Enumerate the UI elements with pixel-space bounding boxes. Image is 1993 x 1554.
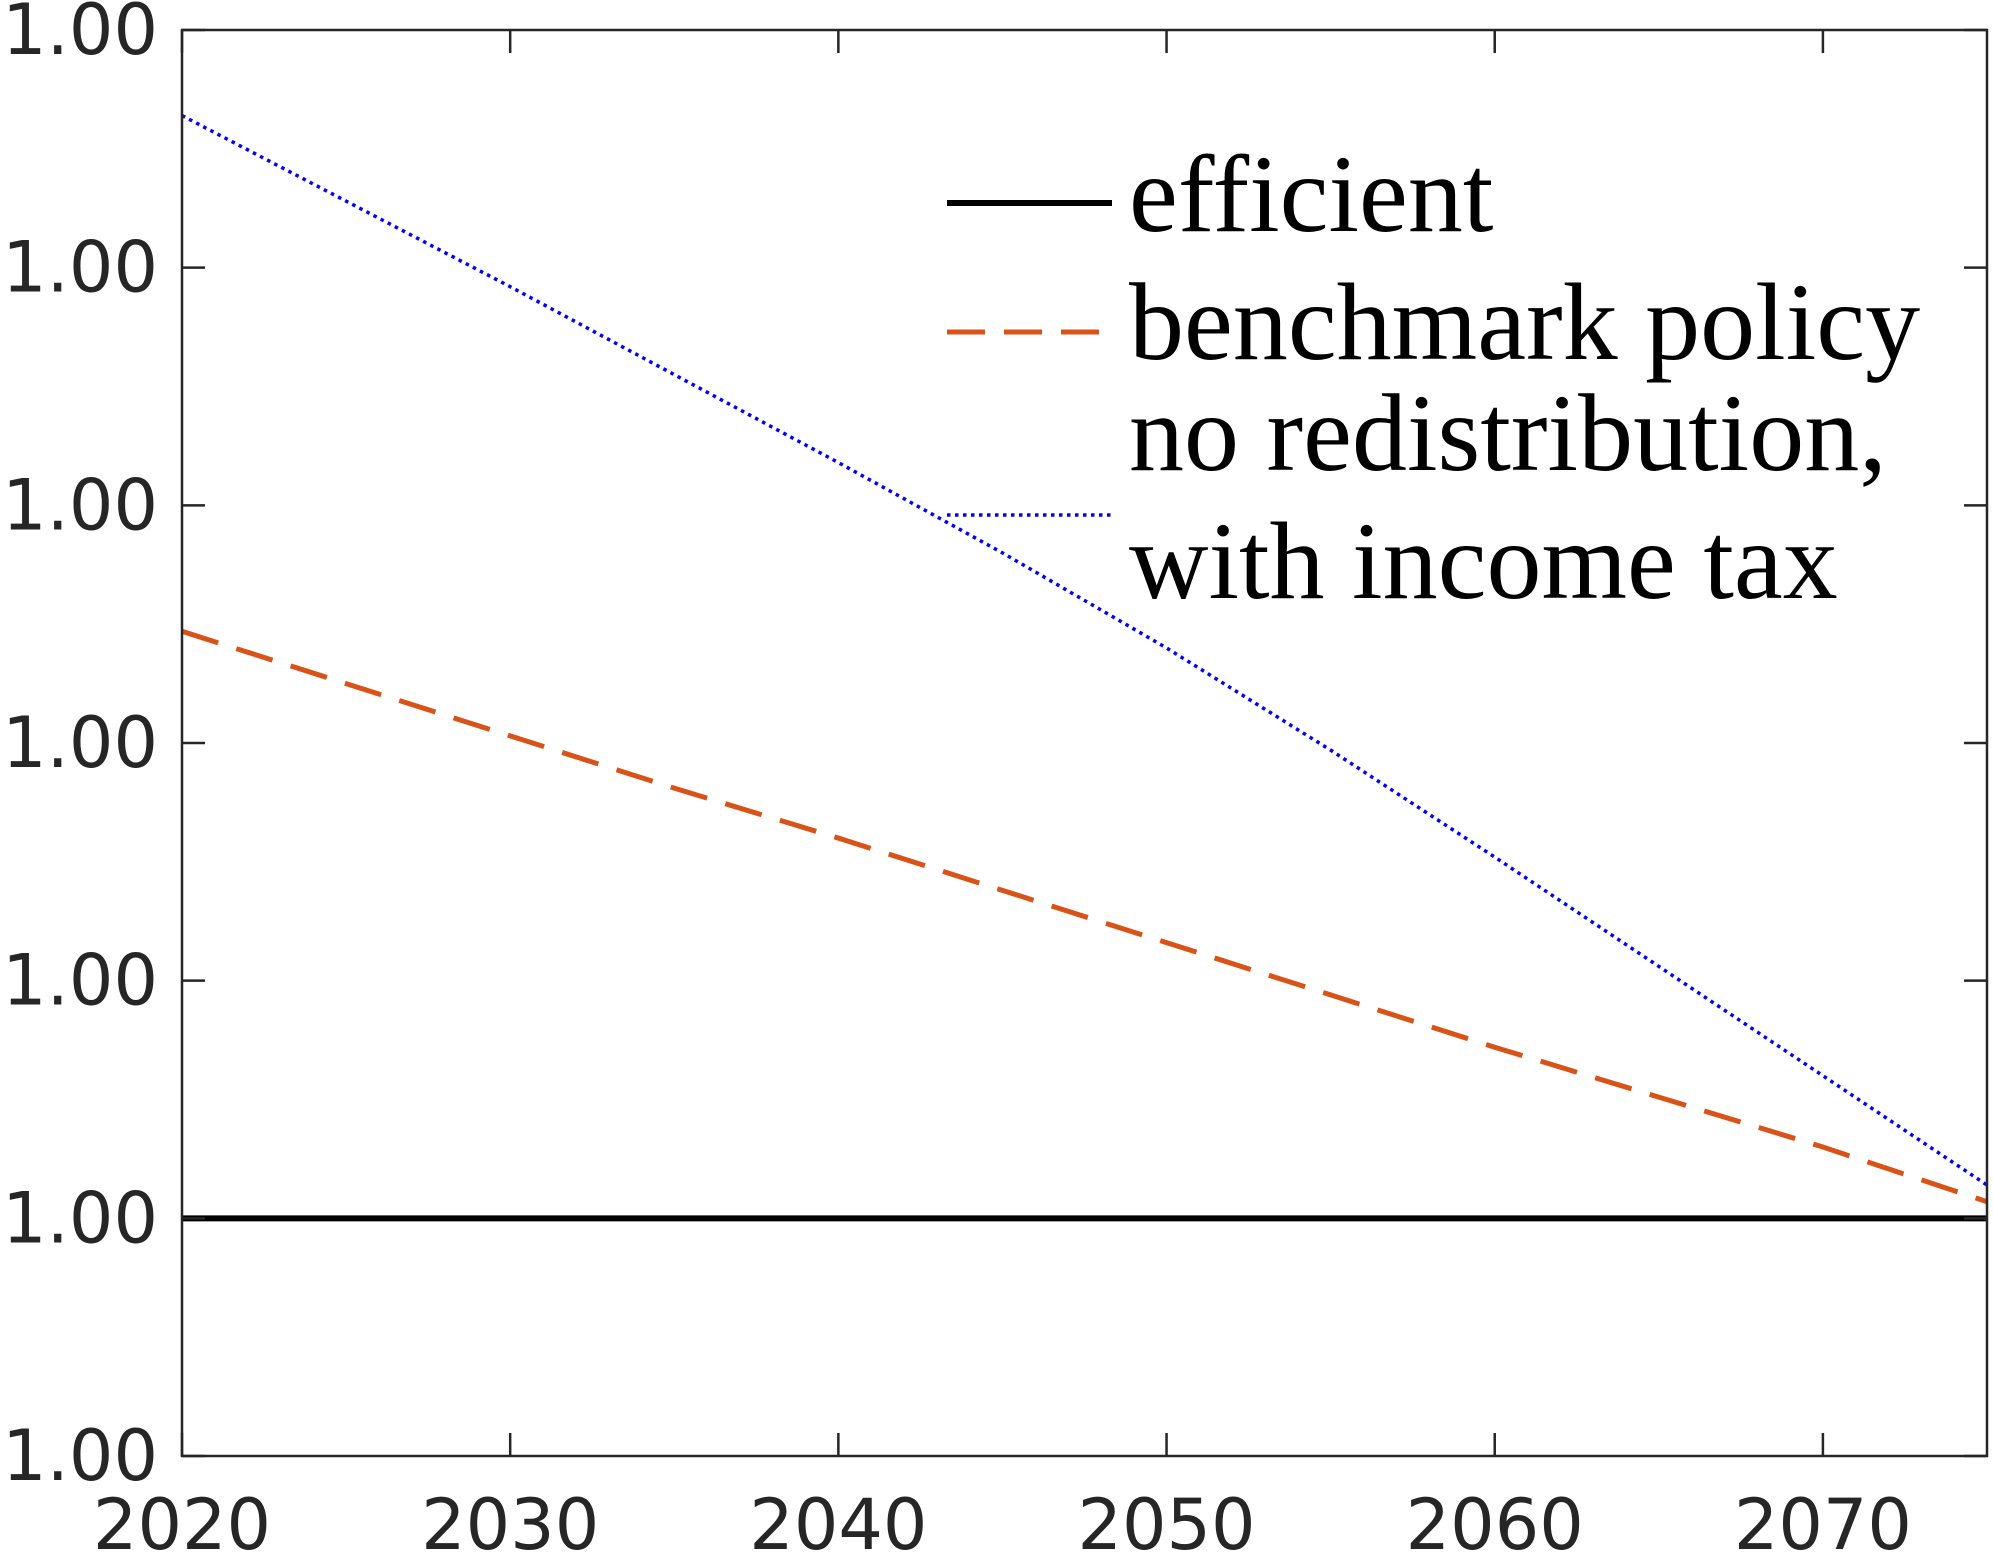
x-tick-label: 2030 — [421, 1484, 599, 1554]
y-tick-label: 1.00 — [2, 940, 158, 1022]
x-tick-label: 2060 — [1406, 1484, 1584, 1554]
series-group — [181, 114, 1988, 1222]
x-tick-label: 2020 — [93, 1484, 271, 1554]
axes-frame — [180, 28, 1989, 1458]
x-tick-label: 2070 — [1734, 1484, 1912, 1554]
x-tick-label: 2040 — [749, 1484, 927, 1554]
y-tick-label: 1.00 — [2, 0, 158, 71]
legend-label-efficient: efficient — [1129, 133, 1494, 255]
y-tick-label: 1.00 — [2, 1415, 158, 1497]
y-tick-label: 1.00 — [2, 464, 158, 546]
y-tick-label: 1.00 — [2, 1177, 158, 1259]
legend-label-benchmark-policy: benchmark policy — [1129, 261, 1921, 383]
legend-samples — [947, 200, 1112, 517]
y-tick-label: 1.00 — [2, 702, 158, 784]
legend-label-no-redistribution: no redistribution, with income tax — [1129, 372, 1887, 622]
y-axis: 1.00 1.00 1.00 1.00 1.00 1.00 1.00 — [2, 0, 1987, 1497]
x-tick-label: 2050 — [1077, 1484, 1255, 1554]
x-axis: 2020 2030 2040 2050 2060 2070 — [93, 30, 1912, 1554]
series-line-no-redistribution — [181, 114, 1988, 1187]
y-tick-label: 1.00 — [2, 227, 158, 309]
series-line-benchmark-policy — [181, 628, 1988, 1205]
